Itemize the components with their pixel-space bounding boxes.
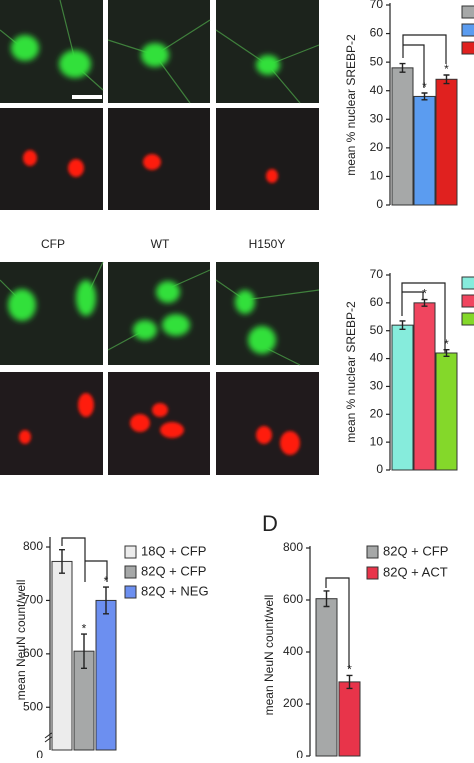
legend-swatch: [366, 545, 379, 559]
legend-swatch: [366, 566, 379, 580]
error-bar: [346, 674, 353, 690]
legend-swatch: [124, 585, 137, 599]
y-tick-label: 50: [370, 54, 384, 68]
y-tick-label: 20: [370, 406, 384, 420]
error-bar: [443, 74, 450, 85]
legend-swatch: [461, 5, 474, 19]
y-tick-label: 400: [283, 644, 303, 658]
error-bar: [421, 298, 428, 307]
y-tick-label: 0: [376, 462, 383, 476]
bar: [435, 78, 458, 206]
y-tick-label: 0: [36, 748, 43, 758]
bar: [338, 681, 361, 757]
y-tick-label: 50: [370, 323, 384, 337]
y-tick-label: 70: [370, 0, 384, 11]
image-label: WT: [151, 237, 170, 251]
y-axis-label: mean NeuN count/well: [14, 580, 28, 701]
panel-label: D: [262, 511, 278, 536]
legend-swatch: [461, 276, 474, 290]
significance-brackets: [61, 34, 447, 668]
bar: [51, 560, 73, 751]
significance-star: *: [347, 663, 352, 677]
legend-label: 82Q + ACT: [383, 564, 448, 579]
significance-star: *: [422, 80, 427, 94]
significance-star: *: [444, 62, 449, 76]
bar: [413, 302, 436, 471]
error-bar: [81, 633, 87, 669]
significance-star: *: [444, 337, 449, 351]
bar: [435, 352, 458, 471]
error-bar: [103, 586, 109, 615]
y-axis-label: mean NeuN count/well: [262, 595, 276, 716]
y-tick-label: 40: [370, 351, 384, 365]
error-bar: [399, 320, 406, 331]
y-tick-label: 10: [370, 434, 384, 448]
legend-swatch: [124, 545, 137, 559]
error-bar: [59, 548, 65, 574]
y-tick-label: 40: [370, 83, 384, 97]
micrographs: [0, 0, 320, 475]
y-tick-label: 70: [370, 267, 384, 281]
y-tick-label: 600: [23, 646, 43, 660]
y-tick-label: 200: [283, 696, 303, 710]
y-tick-label: 10: [370, 169, 384, 183]
significance-star: *: [104, 574, 109, 588]
legend-label: 18Q + CFP: [141, 543, 206, 558]
bar: [413, 95, 436, 206]
error-bar: [421, 92, 428, 101]
legend-swatch: [461, 41, 474, 55]
y-tick-label: 800: [283, 540, 303, 554]
y-axis-label: mean % nuclear SREBP-2: [344, 34, 358, 176]
bar: [315, 598, 338, 757]
error-bar: [399, 62, 406, 73]
y-tick-label: 30: [370, 379, 384, 393]
bar: [95, 599, 117, 751]
bar: [391, 324, 414, 471]
legend-swatch: [461, 294, 474, 308]
bar: [391, 67, 414, 206]
y-tick-label: 60: [370, 26, 384, 40]
y-tick-label: 30: [370, 111, 384, 125]
y-tick-label: 60: [370, 295, 384, 309]
legend-swatch: [124, 565, 137, 579]
image-label: CFP: [41, 237, 65, 251]
y-tick-label: 800: [23, 539, 43, 553]
error-bar: [443, 348, 450, 358]
y-tick-label: 0: [296, 748, 303, 758]
legend-label: 82Q + NEG: [141, 583, 209, 598]
y-tick-label: 500: [23, 699, 43, 713]
legend-swatch: [461, 23, 474, 37]
y-tick-label: 20: [370, 140, 384, 154]
legend-label: 82Q + CFP: [141, 563, 206, 578]
image-label: H150Y: [249, 237, 286, 251]
y-tick-label: 0: [376, 197, 383, 211]
y-axis-label: mean % nuclear SREBP-2: [344, 301, 358, 443]
y-tick-label: 700: [23, 593, 43, 607]
legend-swatch: [461, 312, 474, 326]
significance-star: *: [82, 621, 87, 635]
error-bar: [323, 590, 330, 608]
legend-label: 82Q + CFP: [383, 543, 448, 558]
y-tick-label: 600: [283, 592, 303, 606]
significance-star: *: [422, 287, 427, 301]
